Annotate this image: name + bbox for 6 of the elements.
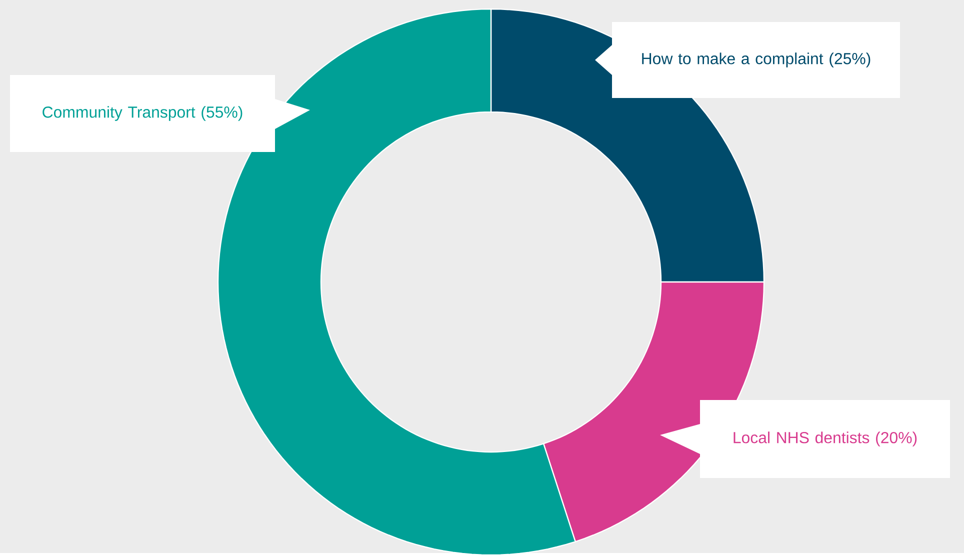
slice-label: How to make a complaint [642, 52, 824, 68]
data-label: (25%) [830, 52, 870, 68]
data-label: (55%) [202, 106, 242, 122]
slice-label: Community Transport [42, 106, 196, 122]
slice-label: Local NHS dentists [734, 432, 870, 444]
data-label: (20%) [876, 432, 917, 447]
